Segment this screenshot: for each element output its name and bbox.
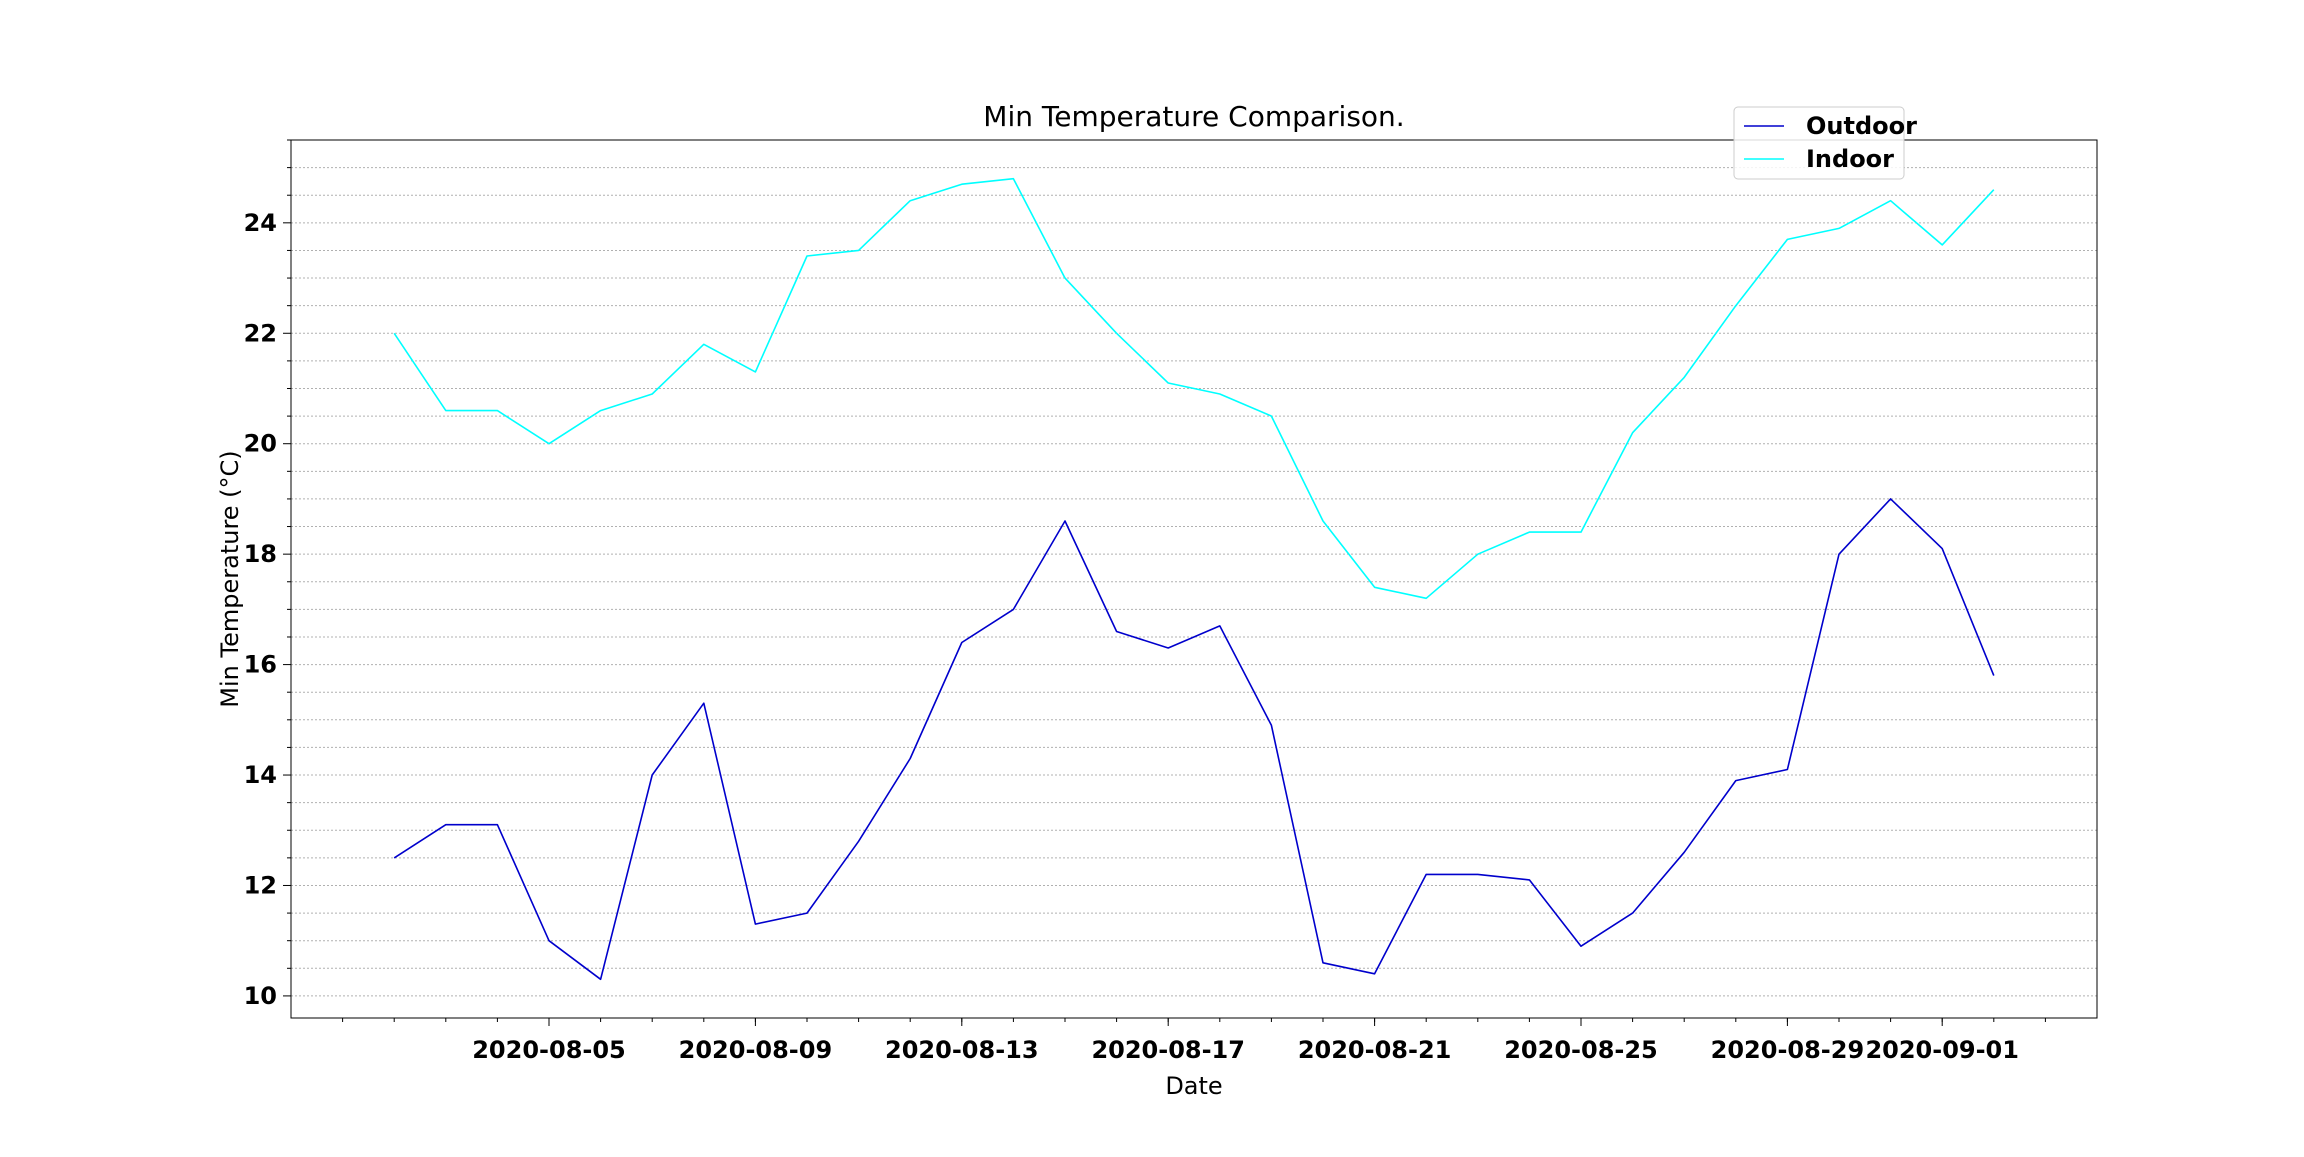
y-tick-label: 20 [244,430,277,458]
y-tick-label: 12 [244,871,277,899]
y-tick-label: 16 [244,651,277,679]
legend-label-outdoor: Outdoor [1806,112,1917,140]
plot-area-frame [290,139,2098,1019]
y-tick-label: 10 [244,982,277,1010]
series-line-indoor [393,177,1995,600]
y-tick-label: 14 [244,761,277,789]
y-tick-label: 24 [244,209,277,237]
x-tick-label: 2020-08-25 [1504,1036,1658,1064]
y-axis-title: Min Temperature (°C) [216,450,244,707]
x-tick-label: 2020-09-01 [1865,1036,2019,1064]
y-tick-label: 22 [244,319,277,347]
x-tick-label: 2020-08-21 [1298,1036,1452,1064]
x-axis-title: Date [1165,1072,1222,1100]
series-lines [393,177,1995,981]
legend-box [1733,106,1905,180]
x-tick-label: 2020-08-13 [885,1036,1039,1064]
grid-lines [291,139,2097,997]
series-line-outdoor [393,498,1995,981]
x-tick-label: 2020-08-17 [1091,1036,1245,1064]
x-tick-label: 2020-08-29 [1711,1036,1865,1064]
chart-title: Min Temperature Comparison. [983,100,1404,133]
x-tick-label: 2020-08-09 [679,1036,833,1064]
legend: Outdoor Indoor [1733,106,1917,180]
legend-label-indoor: Indoor [1806,145,1894,173]
axis-ticks: 10 12 14 16 18 20 22 24 2020-08-05 2020-08-09 2020… [244,139,2046,1064]
x-tick-label: 2020-08-05 [472,1036,626,1064]
y-tick-label: 18 [244,540,277,568]
